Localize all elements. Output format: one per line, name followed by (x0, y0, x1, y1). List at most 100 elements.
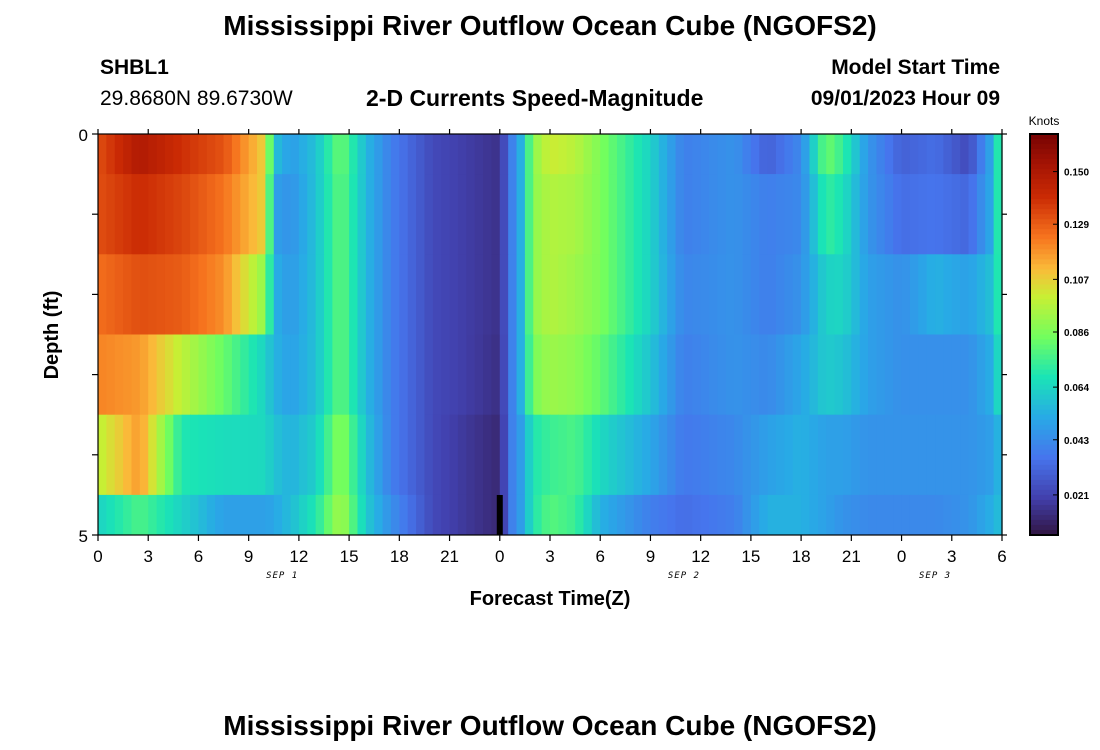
heatmap-cell (834, 414, 844, 496)
heatmap-cell (248, 174, 258, 255)
heatmap-cell (650, 134, 660, 175)
heatmap-cell (457, 174, 467, 255)
heatmap-cell (750, 494, 760, 536)
heatmap-cell (131, 254, 141, 335)
heatmap-cell (968, 134, 978, 175)
heatmap-cell (449, 134, 459, 175)
colorbar-segment (1030, 469, 1058, 476)
heatmap-cell (842, 174, 852, 255)
colorbar-segment (1030, 289, 1058, 295)
heatmap-cell (851, 254, 861, 335)
heatmap-cell (650, 334, 660, 416)
heatmap-cell (533, 494, 543, 536)
heatmap-cell (550, 334, 559, 416)
heatmap-cell (600, 254, 610, 335)
colorbar-segment (1030, 459, 1058, 466)
colorbar-segment (1030, 499, 1058, 506)
heatmap-cell (131, 414, 141, 496)
heatmap-cell (483, 414, 493, 496)
x-tick-label: 18 (792, 547, 811, 566)
heatmap-cell (298, 134, 308, 175)
heatmap-cell (223, 134, 233, 175)
heatmap-cell (926, 134, 936, 175)
heatmap-cell (541, 174, 551, 255)
heatmap-cell (558, 334, 568, 416)
heatmap-cell (508, 334, 518, 416)
heatmap-cell (390, 494, 400, 536)
heatmap-cell (884, 494, 894, 536)
heatmap-cell (918, 334, 928, 416)
heatmap-cell (759, 254, 769, 335)
colorbar-segment (1030, 479, 1058, 486)
heatmap-cell (642, 494, 652, 536)
heatmap-cell (524, 174, 534, 255)
heatmap-cell (550, 254, 559, 335)
heatmap-cell (826, 174, 836, 255)
heatmap-cell (734, 494, 744, 536)
heatmap-cell (123, 174, 133, 255)
heatmap-cell (457, 414, 467, 496)
heatmap-cell (223, 494, 233, 536)
heatmap-cell (985, 334, 995, 416)
heatmap-cell (558, 174, 568, 255)
heatmap-cell (868, 414, 878, 496)
heatmap-cell (290, 174, 300, 255)
heatmap-cell (324, 134, 333, 175)
heatmap-cell (901, 174, 911, 255)
colorbar-segment (1030, 139, 1058, 145)
heatmap-cell (550, 414, 559, 496)
heatmap-cell (441, 254, 451, 335)
heatmap-cell (801, 134, 811, 175)
heatmap-cell (759, 494, 769, 536)
heatmap-cell (742, 174, 752, 255)
heatmap-cell (935, 334, 945, 416)
heatmap-cell (625, 414, 635, 496)
heatmap-cell (842, 334, 852, 416)
station-coordinates: 29.8680N 89.6730W (100, 87, 293, 110)
heatmap-cell (935, 134, 945, 175)
colorbar-segment (1030, 389, 1058, 396)
heatmap-cell (734, 134, 744, 175)
heatmap-cell (357, 174, 367, 255)
heatmap-cell (968, 254, 978, 335)
heatmap-cell (801, 414, 811, 496)
heatmap-cell (566, 414, 576, 496)
heatmap-cell (876, 174, 886, 255)
colorbar-tick-label: 0.043 (1064, 436, 1089, 447)
colorbar-segment (1030, 179, 1058, 185)
heatmap-cell (784, 174, 794, 255)
heatmap-cell (533, 414, 543, 496)
heatmap-cell (960, 334, 970, 416)
heatmap-cell (683, 334, 693, 416)
heatmap-cell (374, 494, 384, 536)
heatmap-cell (307, 414, 317, 496)
heatmap-cell (566, 254, 576, 335)
heatmap-cell (960, 134, 970, 175)
heatmap-cell (642, 134, 652, 175)
heatmap-cell (909, 254, 919, 335)
colorbar-segment (1030, 204, 1058, 210)
heatmap-cell (315, 134, 325, 175)
heatmap-cell (424, 334, 434, 416)
heatmap-cell (457, 494, 467, 536)
heatmap-cell (198, 254, 208, 335)
heatmap-cell (399, 414, 409, 496)
heatmap-cell (516, 494, 526, 536)
heatmap-cell (332, 134, 342, 175)
heatmap-cells (98, 134, 1003, 536)
heatmap-cell (148, 414, 158, 496)
heatmap-cell (750, 414, 760, 496)
heatmap-cell (734, 414, 744, 496)
heatmap-cell (566, 494, 576, 536)
heatmap-cell (265, 134, 275, 175)
heatmap-cell (935, 494, 945, 536)
heatmap-cell (893, 254, 903, 335)
heatmap-cell (156, 494, 166, 536)
heatmap-cell (198, 414, 208, 496)
heatmap-cell (223, 334, 233, 416)
heatmap-cell (273, 414, 283, 496)
heatmap-cell (106, 414, 116, 496)
heatmap-cell (340, 494, 350, 536)
